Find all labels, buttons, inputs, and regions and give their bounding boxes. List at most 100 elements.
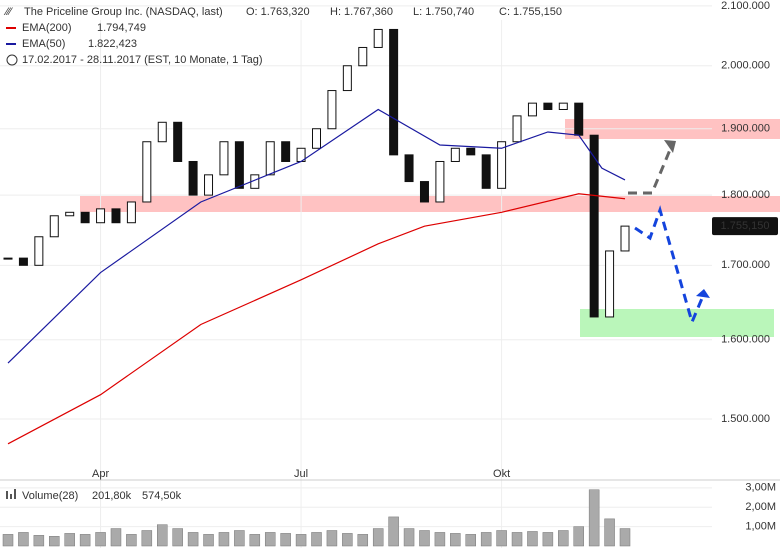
volume-bar (126, 534, 137, 547)
candle (49, 215, 59, 238)
candle (18, 257, 28, 266)
candle (512, 115, 522, 143)
volume-bar (110, 528, 122, 547)
volume-bar (218, 532, 230, 547)
resistance-zone (80, 196, 780, 212)
candle (80, 211, 90, 224)
volume-value: 201,80k (92, 490, 132, 502)
y-tick-label: 2.100.000 (721, 0, 770, 12)
volume-bar (326, 530, 338, 547)
legend-name: EMA(50) (22, 38, 65, 50)
volume-bar (157, 524, 168, 547)
ema-line (7, 193, 626, 445)
volume-bar (619, 528, 631, 547)
candle (265, 141, 275, 176)
period: 17.02.2017 - 28.11.2017 (EST, 10 Monate,… (22, 54, 263, 66)
x-tick-label: Okt (493, 468, 510, 480)
volume-bar (342, 533, 353, 547)
candle (281, 141, 291, 162)
candle (497, 141, 507, 189)
candle (389, 28, 399, 156)
title: The Priceline Group Inc. (NASDAQ, last) (24, 6, 223, 18)
candle (605, 250, 615, 318)
y-tick-label: 1.700.000 (721, 259, 770, 271)
volume-icon (14, 489, 16, 499)
candle (173, 121, 183, 162)
volume-bar (295, 534, 307, 547)
y-tick-label: 1.600.000 (721, 334, 770, 346)
volume-bar (18, 532, 29, 547)
volume-bar (95, 532, 106, 547)
volume-bar (79, 534, 91, 547)
y-tick-label: 1.800.000 (721, 189, 770, 201)
candle (157, 121, 167, 143)
last-price-box (712, 217, 778, 236)
volume-bar (234, 530, 245, 547)
y-tick-label: 1.500.000 (721, 413, 770, 425)
candle (450, 147, 460, 162)
volume-avg: 574,50k (142, 490, 182, 502)
volume-bar (172, 528, 183, 547)
ohlc: C: 1.755,150 (499, 6, 562, 18)
volume-bar (2, 534, 14, 547)
candle (234, 141, 244, 189)
candle (466, 147, 476, 156)
volume-bar (434, 532, 446, 547)
candle (358, 46, 368, 67)
scenario-arrow (634, 205, 705, 327)
volume-bar (542, 532, 554, 547)
candle (589, 134, 599, 318)
volume-bar (511, 532, 523, 547)
candle (558, 102, 568, 110)
icon: ⁄⁄⁄ (3, 6, 14, 18)
x-tick-label: Jul (294, 468, 308, 480)
candle (373, 28, 383, 48)
candle (419, 181, 429, 203)
volume-bar (280, 533, 291, 547)
volume-bar (496, 530, 507, 547)
candle (188, 160, 198, 196)
volume-tick-label: 1,00M (745, 521, 776, 533)
volume-bar (388, 516, 399, 547)
volume-bar (264, 532, 276, 547)
candle (527, 102, 537, 117)
x-tick-label: Apr (92, 468, 109, 480)
ohlc: H: 1.767,360 (330, 6, 393, 18)
clock-icon (6, 54, 18, 66)
volume-bar (357, 534, 369, 547)
volume-bar (465, 534, 476, 547)
y-tick-label: 1.900.000 (721, 123, 770, 135)
volume-bar (527, 531, 538, 547)
volume-bar (311, 532, 322, 547)
candle (327, 90, 337, 130)
candle (219, 141, 229, 176)
legend-name: EMA(200) (22, 22, 72, 34)
volume-bar (203, 534, 214, 547)
candle (404, 154, 414, 183)
volume-icon (10, 494, 12, 499)
volume-bar (33, 535, 45, 547)
arrow-head (664, 140, 676, 153)
volume-name: Volume(28) (22, 490, 78, 502)
ohlc: O: 1.763,320 (246, 6, 310, 18)
volume-bar (141, 530, 153, 547)
volume-bar (588, 489, 600, 547)
candle (312, 128, 321, 149)
volume-bar (49, 536, 60, 547)
candle (142, 141, 152, 203)
volume-bar (558, 530, 569, 547)
volume-bar (372, 528, 384, 547)
volume-bar (573, 526, 584, 547)
ohlc: L: 1.750,740 (413, 6, 474, 18)
legend-value: 1.822,423 (88, 38, 137, 50)
scenario-arrow (628, 144, 674, 195)
candle (34, 236, 44, 266)
candle (65, 211, 75, 217)
candle (543, 102, 553, 110)
candle (3, 257, 13, 260)
candle (126, 201, 136, 224)
y-tick-label: 2.000.000 (721, 60, 770, 72)
volume-bar (480, 532, 492, 547)
volume-bar (450, 533, 461, 547)
